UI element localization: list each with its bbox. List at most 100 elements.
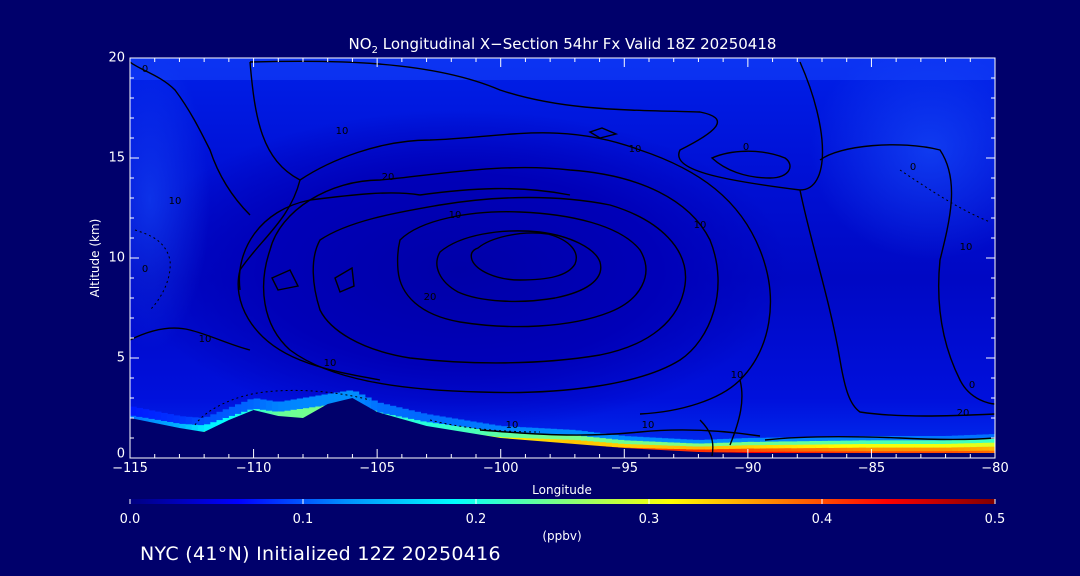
surface-cell [778, 440, 786, 445]
surface-cell [791, 440, 798, 445]
surface-cell [574, 430, 582, 436]
surface-cell [927, 439, 934, 444]
surface-cell [908, 443, 916, 448]
surface-cell [426, 414, 434, 423]
colorbar-unit: (ppbv) [542, 529, 582, 543]
surface-cell [358, 394, 366, 406]
surface-cell [970, 442, 978, 448]
y-tick-label: 5 [116, 350, 125, 366]
surface-cell [933, 450, 940, 455]
surface-cell [562, 429, 570, 435]
surface-cell [741, 438, 749, 442]
surface-cell [500, 426, 508, 433]
surface-cell [593, 436, 601, 442]
contour-label: 10 [336, 126, 349, 137]
surface-cell [747, 441, 755, 446]
upper-layer-shade-left [130, 58, 210, 350]
surface-cell [865, 439, 873, 444]
surface-cell [667, 448, 675, 453]
surface-cell [914, 450, 922, 455]
surface-cell [908, 450, 916, 455]
surface-cell [890, 447, 897, 452]
y-tick-label: 20 [108, 50, 125, 66]
surface-cell [544, 433, 551, 439]
surface-cell [840, 443, 848, 448]
surface-cell [272, 401, 279, 412]
colorbar-tick-label: 0.3 [638, 512, 660, 527]
surface-cell [154, 411, 162, 420]
surface-cell [667, 445, 675, 449]
surface-cell [933, 439, 940, 444]
surface-cell [253, 398, 261, 409]
surface-cell [951, 435, 959, 440]
surface-cell [778, 444, 786, 449]
contour-line [262, 166, 719, 394]
surface-cell [710, 439, 718, 444]
surface-cell [871, 439, 879, 444]
surface-cell [605, 434, 613, 439]
surface-cell [902, 450, 910, 455]
surface-cell [964, 442, 971, 448]
surface-cell [976, 438, 984, 443]
colorbar-tick-label: 0.2 [465, 512, 487, 527]
surface-cell [735, 448, 743, 453]
contour-line [436, 230, 602, 303]
surface-cell [970, 434, 978, 440]
surface-cell [568, 439, 576, 445]
surface-cell [834, 440, 842, 445]
contour-label: 0 [910, 162, 916, 173]
surface-cell [247, 399, 255, 410]
surface-cell [309, 406, 316, 418]
surface-cell [154, 419, 162, 428]
surface-cell [506, 431, 514, 438]
surface-cell [741, 444, 749, 449]
surface-cell [859, 439, 866, 444]
contour-line [130, 61, 251, 216]
surface-cell [537, 438, 545, 444]
surface-cell [624, 436, 632, 441]
surface-cell [927, 450, 934, 455]
surface-cell [130, 406, 137, 416]
surface-cell [599, 437, 607, 443]
surface-cell [667, 441, 675, 446]
surface-cell [957, 439, 965, 444]
surface-cell [914, 443, 922, 448]
surface-cell [550, 433, 557, 440]
surface-cell [673, 448, 681, 453]
surface-cell [698, 445, 706, 450]
contour-line [710, 150, 791, 179]
surface-cell [717, 439, 724, 443]
surface-cell [618, 435, 625, 440]
surface-cell [815, 447, 823, 452]
surface-cell [846, 450, 854, 455]
surface-cell [698, 442, 706, 447]
surface-cell [198, 424, 205, 432]
surface-cell [735, 438, 743, 443]
surface-cell [760, 447, 767, 452]
surface-cell [859, 450, 866, 455]
surface-cell [605, 438, 613, 443]
dotted-contour [194, 389, 371, 426]
surface-cell [556, 434, 564, 440]
surface-cell [667, 438, 675, 443]
surface-cell [791, 447, 798, 452]
surface-cell [160, 412, 168, 421]
surface-cell [185, 423, 193, 432]
footer-text: NYC (41°N) Initialized 12Z 20250416 [140, 543, 501, 565]
surface-cell [859, 436, 866, 441]
surface-cell [605, 442, 613, 447]
contour-line [334, 266, 355, 293]
surface-cell [352, 391, 360, 404]
surface-cell [723, 438, 730, 443]
surface-cell [939, 436, 947, 441]
surface-cell [482, 423, 489, 430]
surface-cell [679, 448, 687, 453]
surface-cell [445, 417, 452, 425]
surface-cell [494, 425, 502, 432]
contour-label: 10 [169, 196, 182, 207]
surface-cell [679, 439, 687, 443]
surface-cell [964, 446, 971, 451]
contour-line [799, 189, 995, 417]
surface-cell [945, 446, 953, 452]
